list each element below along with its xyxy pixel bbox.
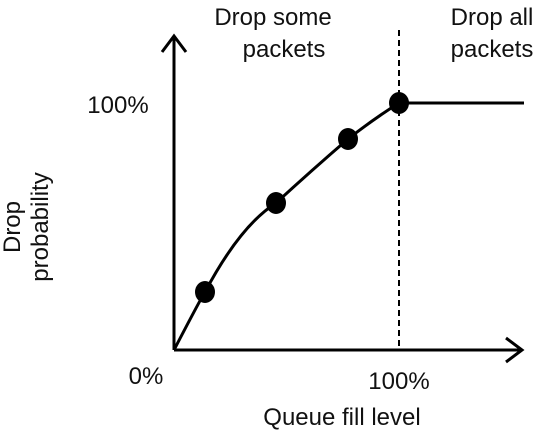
curve-point [338, 128, 358, 150]
region-label-drop-all-line2: packets [451, 36, 534, 63]
x-tick-100: 100% [368, 368, 429, 395]
curve-point [195, 281, 215, 303]
y-axis-title-line2: probability [27, 172, 54, 281]
region-label-drop-some-line1: Drop some [214, 4, 331, 31]
region-label-drop-some-line2: packets [243, 36, 326, 63]
y-axis-title-line1: Drop [0, 201, 26, 253]
y-axis-arrowhead [160, 33, 188, 53]
y-tick-100: 100% [87, 92, 148, 119]
curve-point [389, 92, 409, 114]
x-axis-arrowhead [505, 336, 525, 364]
curve-point [266, 192, 286, 214]
x-axis-title: Queue fill level [263, 404, 420, 431]
region-label-drop-all-line1: Drop all [451, 4, 534, 31]
origin-tick: 0% [129, 363, 164, 390]
